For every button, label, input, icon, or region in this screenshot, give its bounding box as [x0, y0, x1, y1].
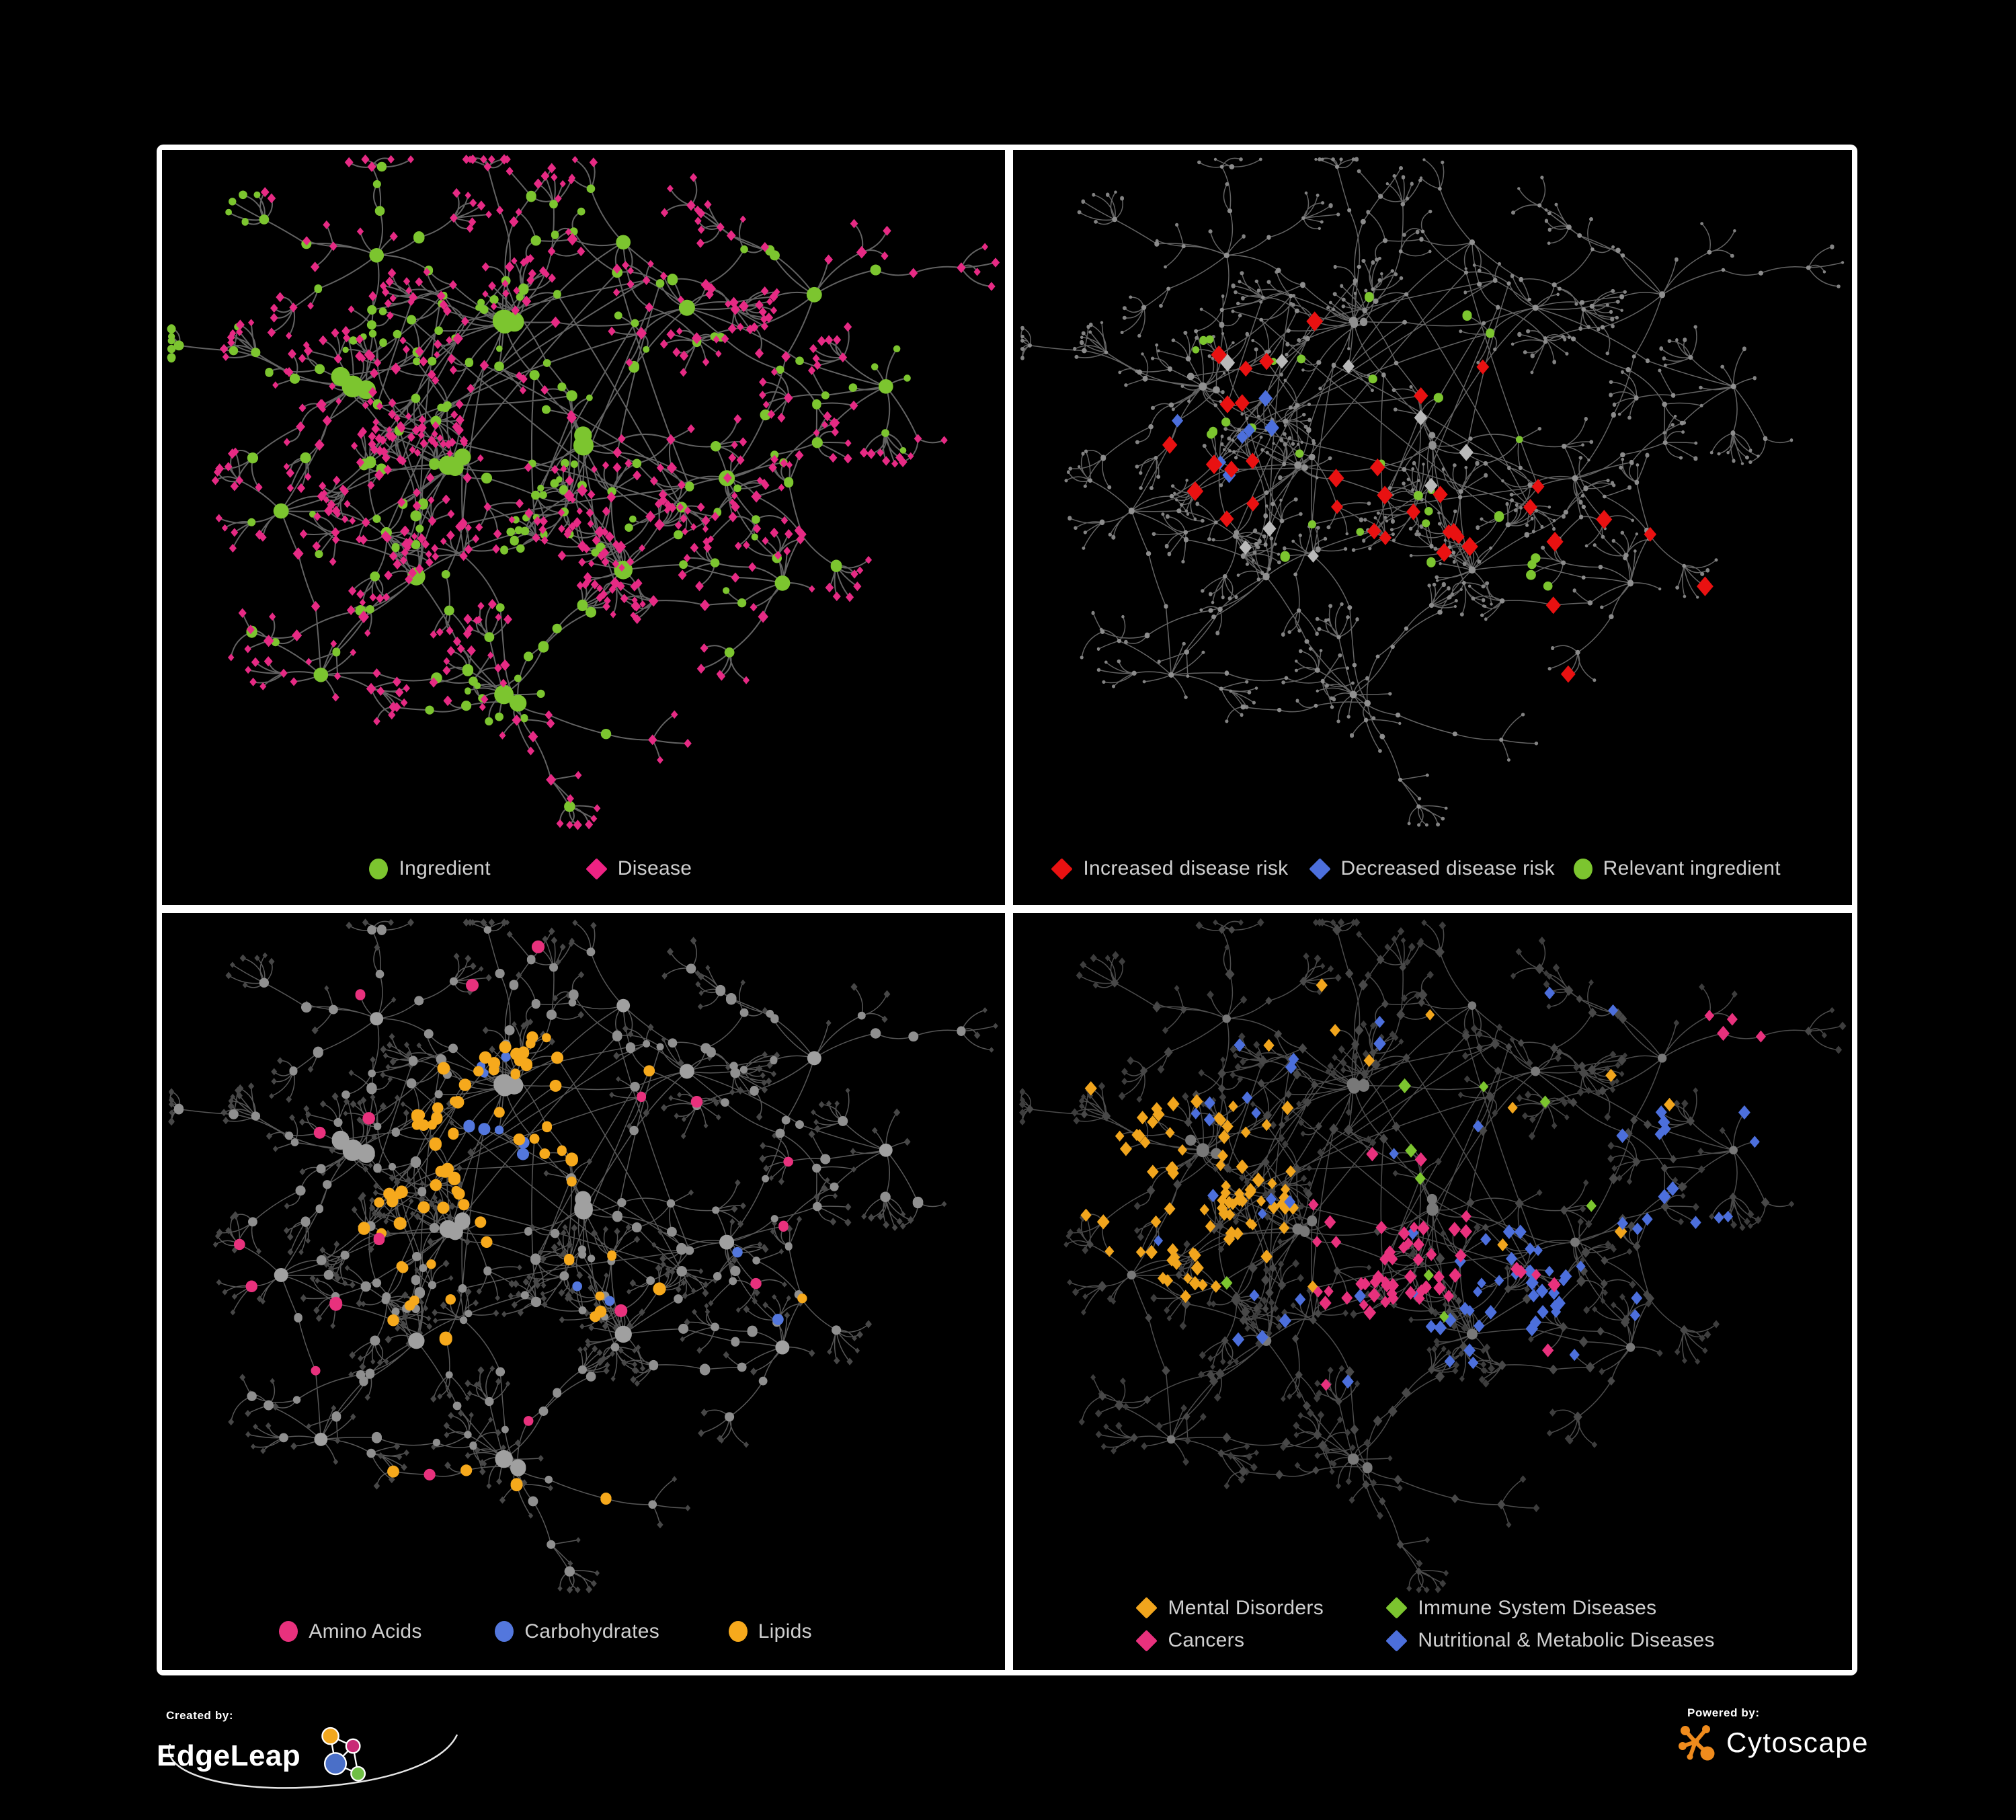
created-by-label: Created by: [166, 1709, 234, 1722]
network-graph-nutrient-classes [168, 918, 998, 1594]
node-layer-diamond-484848 [1026, 924, 1812, 1576]
network-graph-ingredient-disease [167, 154, 1000, 830]
edgeleap-credit: Created by: EdgeLeap [157, 1709, 506, 1817]
panel-disease-categories-network: Mental Disorders Immune System Diseases Ca… [1013, 913, 1852, 1670]
edgeleap-wordmark: EdgeLeap [157, 1739, 301, 1772]
node-layer-circle-7cc52f [167, 161, 911, 812]
node-layer-diamond-e91111 [1162, 311, 1713, 683]
edgeleap-swoosh-icon [168, 1734, 458, 1789]
panel-ingredient-disease-network: Ingredient Disease [162, 150, 1005, 905]
node-layer-diamond-4c6fdc [1172, 390, 1279, 483]
network-graph-disease-categories [1018, 918, 1847, 1593]
panel-nutrient-classes-network: Amino Acids Carbohydrates Lipids [162, 913, 1005, 1670]
cytoscape-credit: Powered by: Cytoscape [1675, 1706, 1991, 1807]
panel-disease-risk-network: Increased disease risk Decreased disease … [1013, 150, 1852, 905]
node-layer-circle-8f8f8f [173, 924, 966, 1577]
network-graph-disease-risk [1020, 157, 1845, 827]
node-layer-diamond-e8317d [1308, 1009, 1767, 1391]
cytoscape-wordmark: Cytoscape [1726, 1727, 1869, 1758]
node-layer-circle-8c8c8c [1027, 164, 1811, 809]
cytoscape-logo-icon [1679, 1725, 1715, 1761]
edgeleap-logo-icon [321, 1727, 366, 1782]
node-layer-diamond-b9b9b9 [1220, 354, 1474, 563]
powered-by-label: Powered by: [1687, 1706, 1760, 1719]
panel-grid-frame: Ingredient Disease Increased disease risk… [157, 145, 1857, 1675]
